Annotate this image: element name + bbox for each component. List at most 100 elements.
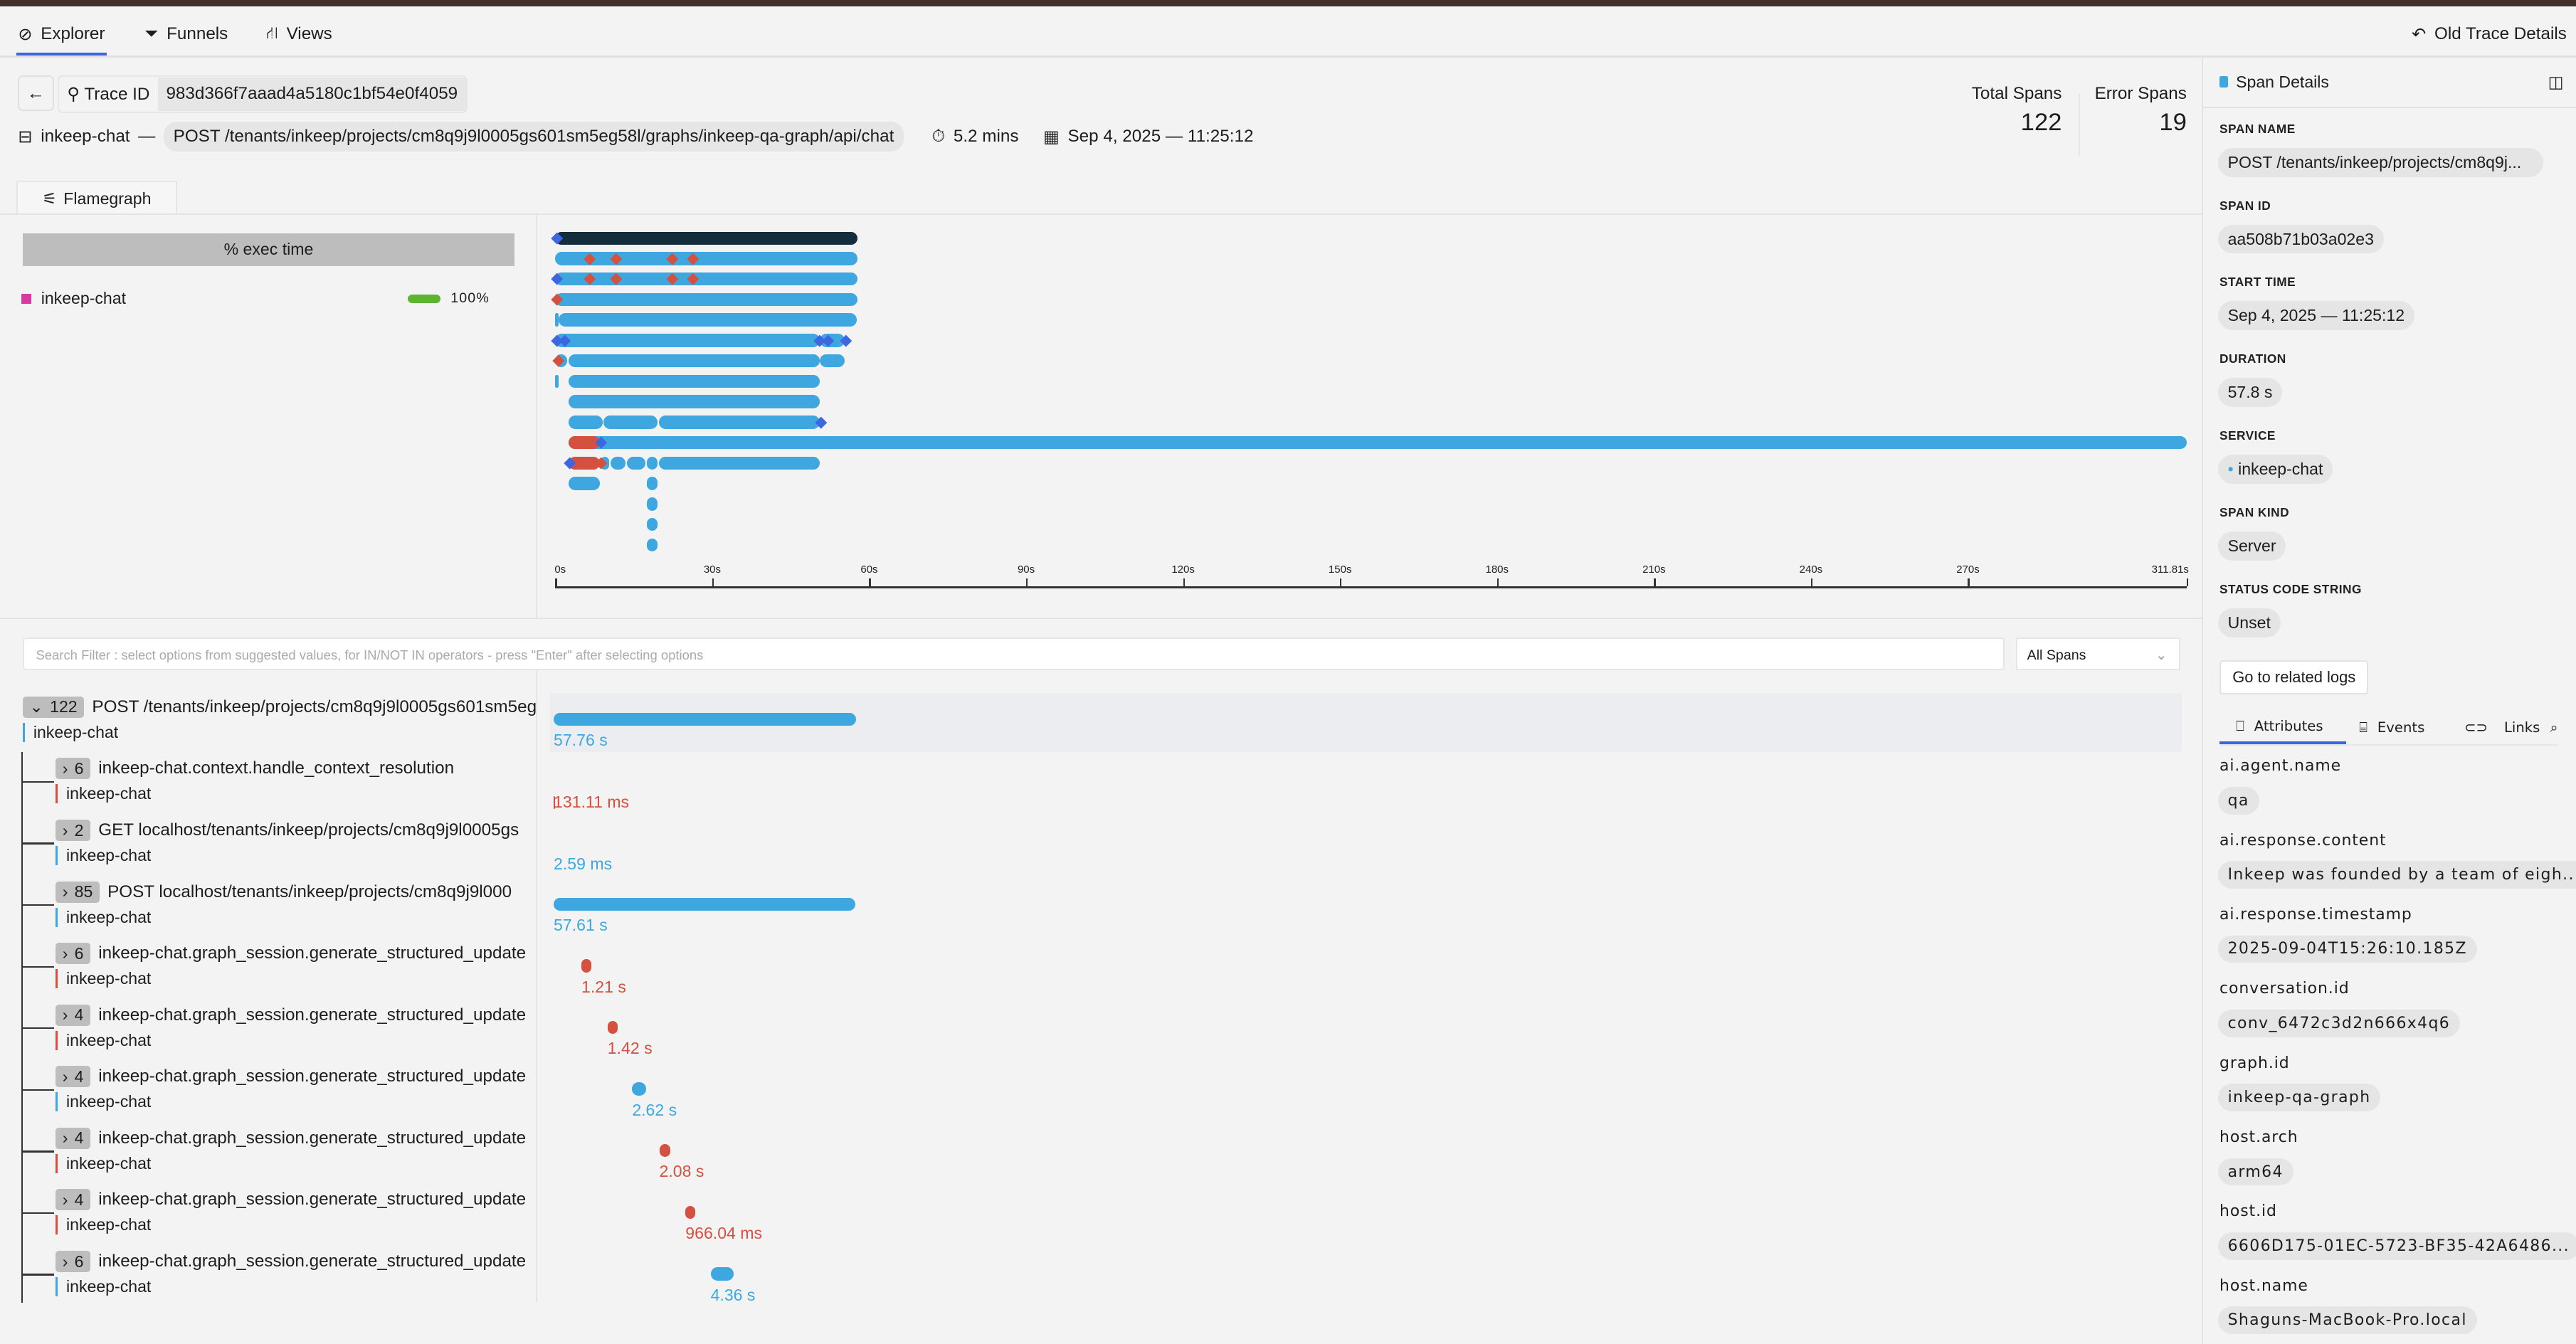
attribute-value[interactable]: qa (2218, 787, 2259, 815)
flame-span-bar[interactable] (555, 232, 857, 245)
attribute-value[interactable]: conv_6472c3d2n666x4q6 (2218, 1010, 2460, 1037)
related-logs-button[interactable]: Go to related logs (2219, 660, 2368, 694)
flame-span-bar[interactable] (647, 477, 658, 490)
span-row[interactable]: ›6 inkeep-chat.graph_session.generate_st… (23, 943, 535, 1003)
flame-span-bar[interactable] (569, 477, 600, 490)
span-row[interactable]: ›2 GET localhost/tenants/inkeep/projects… (23, 820, 535, 880)
flame-span-bar[interactable] (627, 457, 645, 470)
span-timeline-bar[interactable] (554, 898, 855, 911)
flame-span-bar[interactable] (603, 416, 658, 428)
attribute-value[interactable]: Inkeep was founded by a team of eigh... (2218, 861, 2576, 889)
span-row[interactable]: ›4 inkeep-chat.graph_session.generate_st… (23, 1128, 535, 1188)
span-duration: 966.04 ms (685, 1224, 762, 1243)
expand-toggle[interactable]: ›4 (56, 1189, 90, 1210)
search-icon[interactable]: ⌕ (2550, 719, 2558, 736)
detail-value[interactable]: 57.8 s (2218, 378, 2283, 407)
expand-toggle[interactable]: ›4 (56, 1128, 90, 1149)
span-row[interactable]: ⌄122 POST /tenants/inkeep/projects/cm8q9… (23, 697, 535, 757)
span-timeline-bar[interactable] (711, 1267, 734, 1280)
span-timeline-bar[interactable] (581, 959, 591, 972)
events-icon: ⌸ (2359, 719, 2368, 736)
attribute-value[interactable]: 6606D175-01EC-5723-BF35-42A6486... (2218, 1232, 2576, 1260)
span-row[interactable]: ›6 inkeep-chat.graph_session.generate_st… (23, 1251, 535, 1311)
expand-toggle[interactable]: ›85 (56, 882, 99, 903)
expand-toggle[interactable]: ›6 (56, 943, 90, 964)
detail-value[interactable]: • inkeep-chat (2218, 455, 2333, 484)
span-type-select[interactable]: All Spans⌄ (2016, 637, 2180, 670)
span-duration: 4.36 s (711, 1286, 756, 1305)
flame-span-bar[interactable] (647, 518, 658, 531)
flamegraph-chart[interactable] (0, 0, 2202, 618)
flame-span-bar[interactable] (569, 395, 820, 408)
expand-toggle[interactable]: ›6 (56, 1251, 90, 1272)
flame-span-bar[interactable] (569, 354, 820, 367)
span-duration: 2.59 ms (554, 854, 612, 874)
axis-tick-label: 210s (1642, 563, 1666, 576)
span-row[interactable]: ›4 inkeep-chat.graph_session.generate_st… (23, 1066, 535, 1126)
flame-span-bar[interactable] (659, 416, 820, 428)
span-name: inkeep-chat.graph_session.generate_struc… (98, 1067, 526, 1086)
tab-events[interactable]: ⌸Events (2346, 719, 2464, 736)
span-row[interactable]: ›6 inkeep-chat.context.handle_context_re… (23, 758, 535, 818)
undo-icon: ↶ (2412, 23, 2426, 45)
detail-value[interactable]: Unset (2218, 608, 2281, 637)
chevron-down-icon: ⌄ (2155, 639, 2167, 672)
divider (2202, 58, 2203, 1344)
span-timeline-bar[interactable] (660, 1144, 670, 1157)
flame-span-bar[interactable] (659, 457, 820, 470)
flame-span-bar[interactable] (555, 334, 819, 346)
attribute-value[interactable]: arm64 (2218, 1158, 2293, 1186)
span-row[interactable]: ›4 inkeep-chat.graph_session.generate_st… (23, 1189, 535, 1249)
detail-label: STATUS CODE STRING (2219, 582, 2362, 597)
service-dot-icon: • (2228, 460, 2239, 478)
attribute-value[interactable]: inkeep-qa-graph (2218, 1084, 2381, 1111)
expand-toggle[interactable]: ›6 (56, 758, 90, 779)
axis-tick-label: 60s (860, 563, 877, 576)
span-service: inkeep-chat (56, 1092, 151, 1111)
span-name: POST /tenants/inkeep/projects/cm8q9j9l00… (92, 697, 535, 717)
search-filter-input[interactable]: Search Filter : select options from sugg… (23, 637, 2004, 670)
axis-tick (1811, 578, 1812, 587)
span-timeline-bar[interactable] (632, 1082, 645, 1095)
tab-links[interactable]: ⊂⊃Links (2464, 719, 2540, 736)
detail-value[interactable]: POST /tenants/inkeep/projects/cm8q9j... (2218, 148, 2543, 177)
span-row[interactable]: ›85 POST localhost/tenants/inkeep/projec… (23, 882, 535, 942)
flame-span-bar[interactable] (569, 436, 2187, 449)
detail-value[interactable]: aa508b71b03a02e3 (2218, 225, 2384, 254)
attribute-value[interactable]: Shaguns-MacBook-Pro.local (2218, 1306, 2477, 1334)
panel-toggle-icon[interactable]: ◫ (2548, 73, 2564, 92)
detail-value[interactable]: Server (2218, 531, 2286, 561)
detail-value[interactable]: Sep 4, 2025 — 11:25:12 (2218, 301, 2414, 330)
flame-span-bar[interactable] (569, 416, 603, 428)
flame-span-bar[interactable] (647, 539, 658, 551)
expand-toggle[interactable]: ⌄122 (23, 697, 84, 718)
span-name: inkeep-chat.context.handle_context_resol… (98, 758, 454, 778)
flame-span-bar[interactable] (647, 497, 658, 510)
span-service: inkeep-chat (56, 1154, 151, 1173)
flame-span-bar[interactable] (559, 313, 857, 326)
flame-span-bar[interactable] (555, 272, 857, 285)
expand-toggle[interactable]: ›4 (56, 1066, 90, 1087)
expand-toggle[interactable]: ›2 (56, 820, 90, 841)
flame-span-bar[interactable] (555, 293, 857, 306)
flame-span-bar[interactable] (611, 457, 625, 470)
flame-span-bar[interactable] (555, 375, 559, 388)
span-name: inkeep-chat.graph_session.generate_struc… (98, 1190, 526, 1210)
attribute-key: ai.response.timestamp (2219, 906, 2412, 924)
span-timeline-bar[interactable] (608, 1021, 618, 1034)
detail-label: SERVICE (2219, 428, 2276, 443)
detail-label: START TIME (2219, 275, 2296, 290)
expand-toggle[interactable]: ›4 (56, 1005, 90, 1026)
axis-tick (1654, 578, 1655, 587)
flame-span-bar[interactable] (820, 354, 845, 367)
flame-span-bar[interactable] (555, 252, 857, 265)
span-timeline-bar[interactable] (685, 1206, 695, 1219)
tab-attributes[interactable]: ⎕Attributes (2219, 711, 2346, 744)
flame-span-bar[interactable] (647, 457, 658, 470)
attribute-value[interactable]: 2025-09-04T15:26:10.185Z (2218, 936, 2477, 963)
flame-span-bar[interactable] (569, 375, 820, 388)
detail-label: SPAN NAME (2219, 122, 2296, 137)
old-trace-details-link[interactable]: ↶Old Trace Details (2412, 16, 2567, 53)
span-timeline-bar[interactable] (554, 713, 856, 726)
span-row[interactable]: ›4 inkeep-chat.graph_session.generate_st… (23, 1005, 535, 1065)
